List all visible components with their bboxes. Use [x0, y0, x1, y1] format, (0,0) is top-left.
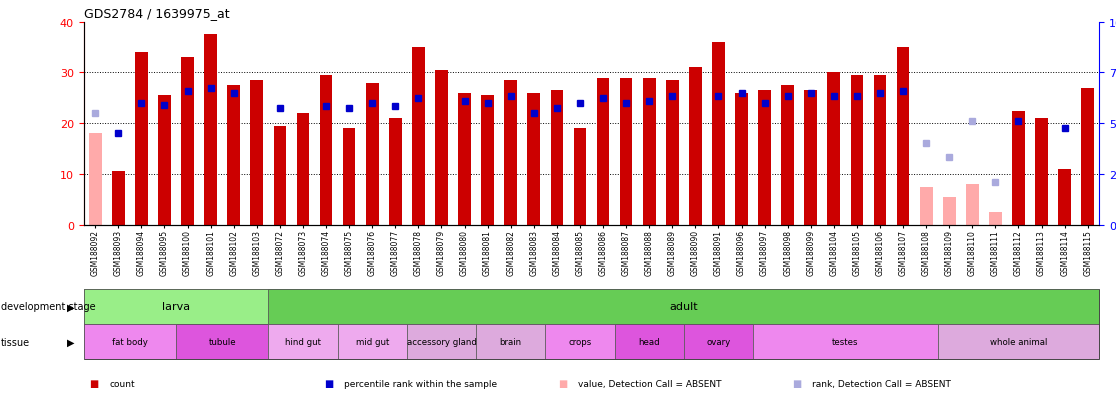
Text: ■: ■: [792, 378, 801, 389]
Text: brain: brain: [500, 337, 522, 346]
Bar: [84, 289, 268, 324]
Bar: [338, 324, 407, 359]
Bar: [481, 96, 494, 225]
Bar: [297, 114, 309, 225]
Bar: [319, 76, 333, 225]
Bar: [477, 324, 546, 359]
Bar: [158, 96, 171, 225]
Bar: [615, 324, 684, 359]
Bar: [712, 43, 724, 225]
Bar: [343, 129, 356, 225]
Bar: [827, 73, 840, 225]
Bar: [989, 212, 1002, 225]
Bar: [407, 324, 477, 359]
Bar: [268, 324, 338, 359]
Bar: [805, 91, 817, 225]
Bar: [597, 78, 609, 225]
Text: ■: ■: [558, 378, 567, 389]
Bar: [112, 172, 125, 225]
Bar: [459, 93, 471, 225]
Bar: [574, 129, 586, 225]
Bar: [758, 91, 771, 225]
Text: count: count: [109, 379, 135, 388]
Bar: [273, 126, 286, 225]
Bar: [753, 324, 937, 359]
Text: value, Detection Call = ABSENT: value, Detection Call = ABSENT: [578, 379, 722, 388]
Text: ▶: ▶: [67, 337, 75, 347]
Bar: [1058, 169, 1071, 225]
Bar: [666, 81, 679, 225]
Text: tubule: tubule: [209, 337, 235, 346]
Bar: [874, 76, 886, 225]
Bar: [781, 86, 793, 225]
Bar: [966, 185, 979, 225]
Bar: [897, 48, 910, 225]
Bar: [1036, 119, 1048, 225]
Text: head: head: [638, 337, 660, 346]
Bar: [546, 324, 615, 359]
Bar: [135, 53, 147, 225]
Text: mid gut: mid gut: [356, 337, 388, 346]
Bar: [528, 93, 540, 225]
Text: adult: adult: [670, 301, 699, 312]
Bar: [735, 93, 748, 225]
Bar: [850, 76, 864, 225]
Text: ■: ■: [89, 378, 98, 389]
Bar: [504, 81, 517, 225]
Text: fat body: fat body: [112, 337, 147, 346]
Text: crops: crops: [568, 337, 591, 346]
Text: hind gut: hind gut: [285, 337, 321, 346]
Bar: [943, 197, 955, 225]
Bar: [684, 324, 753, 359]
Text: ■: ■: [324, 378, 333, 389]
Bar: [435, 71, 448, 225]
Text: development stage: development stage: [1, 301, 96, 312]
Text: testes: testes: [833, 337, 858, 346]
Bar: [619, 78, 633, 225]
Bar: [389, 119, 402, 225]
Text: ▶: ▶: [67, 301, 75, 312]
Bar: [204, 36, 217, 225]
Bar: [689, 68, 702, 225]
Bar: [84, 324, 176, 359]
Bar: [89, 134, 102, 225]
Bar: [1081, 88, 1094, 225]
Bar: [250, 81, 263, 225]
Text: whole animal: whole animal: [990, 337, 1047, 346]
Bar: [937, 324, 1099, 359]
Text: ovary: ovary: [706, 337, 731, 346]
Text: GDS2784 / 1639975_at: GDS2784 / 1639975_at: [84, 7, 229, 20]
Bar: [1012, 111, 1024, 225]
Text: rank, Detection Call = ABSENT: rank, Detection Call = ABSENT: [812, 379, 951, 388]
Bar: [643, 78, 655, 225]
Bar: [176, 324, 268, 359]
Text: tissue: tissue: [1, 337, 30, 347]
Text: larva: larva: [162, 301, 190, 312]
Bar: [268, 289, 1099, 324]
Text: accessory gland: accessory gland: [406, 337, 477, 346]
Bar: [920, 187, 933, 225]
Bar: [550, 91, 564, 225]
Bar: [228, 86, 240, 225]
Text: percentile rank within the sample: percentile rank within the sample: [344, 379, 497, 388]
Bar: [412, 48, 425, 225]
Bar: [181, 58, 194, 225]
Bar: [366, 83, 378, 225]
